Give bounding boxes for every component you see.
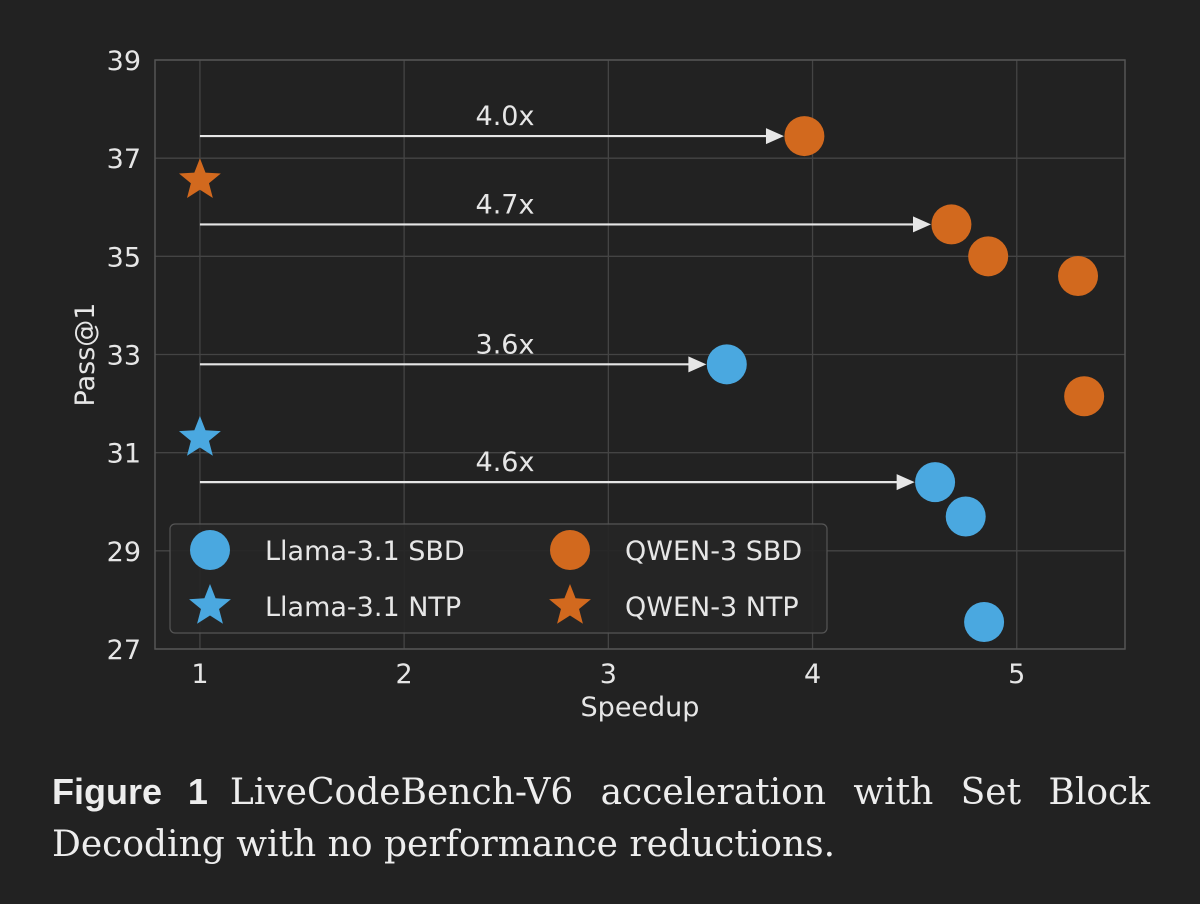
y-tick-label: 35	[107, 242, 141, 273]
x-axis-label: Speedup	[581, 692, 700, 723]
legend-label: QWEN-3 NTP	[625, 592, 799, 623]
speedup-label: 4.7x	[476, 189, 535, 220]
x-tick-label: 4	[804, 659, 821, 690]
circle-point	[1058, 255, 1099, 296]
speedup-arrowhead	[913, 216, 931, 233]
scatter-chart: 1 2 3 4 5 27 29 31 33 35 37 39 4.0x 4.7x 3.6x 4.6x Spe…	[70, 46, 1126, 723]
speedup-arrowhead	[688, 356, 707, 373]
circle-point	[964, 602, 1005, 643]
legend-star-marker	[549, 584, 591, 624]
circle-point	[945, 496, 986, 537]
legend-label: Llama-3.1 NTP	[265, 592, 461, 623]
speedup-label: 3.6x	[476, 329, 535, 360]
legend-star-marker	[189, 584, 231, 624]
speedup-annotations: 4.0x 4.7x 3.6x 4.6x	[199, 101, 931, 491]
speedup-arrowhead	[896, 474, 915, 491]
legend-circle-marker	[190, 530, 230, 570]
x-tick-label: 2	[396, 659, 413, 690]
x-tick-label: 3	[600, 659, 617, 690]
plot-frame	[154, 59, 1126, 650]
caption-text: LiveCodeBench-V6 acceleration with Set B…	[52, 772, 1150, 865]
legend: Llama-3.1 SBD QWEN-3 SBD Llama-3.1 NTP QWEN…	[169, 523, 828, 634]
legend-box	[169, 523, 828, 634]
y-tick-label: 33	[107, 341, 141, 372]
legend-label: Llama-3.1 SBD	[265, 536, 465, 567]
y-tick-label: 37	[107, 144, 141, 175]
star-point	[179, 158, 221, 199]
y-axis-label: Pass@1	[70, 303, 101, 407]
y-tick-label: 39	[107, 46, 141, 77]
data-points	[179, 116, 1105, 643]
y-tick-label: 27	[107, 635, 141, 666]
figure-caption: Figure 1 LiveCodeBench-V6 acceleration wi…	[52, 766, 1150, 871]
circle-point	[1064, 376, 1105, 417]
y-tick-label: 29	[107, 537, 141, 568]
legend-circle-marker	[550, 530, 590, 570]
circle-point	[931, 204, 972, 245]
legend-label: QWEN-3 SBD	[625, 536, 802, 567]
caption-title: Figure 1	[52, 771, 208, 812]
speedup-label: 4.0x	[476, 101, 535, 132]
speedup-arrowhead	[765, 128, 784, 145]
circle-point	[784, 116, 825, 157]
x-tick-label: 1	[191, 659, 208, 690]
y-tick-label: 31	[107, 439, 141, 470]
circle-point	[968, 236, 1009, 277]
circle-point	[706, 344, 747, 385]
star-point	[179, 415, 221, 456]
speedup-label: 4.6x	[476, 447, 535, 478]
axis-ticks: 1 2 3 4 5 27 29 31 33 35 37 39	[107, 46, 1026, 690]
x-tick-label: 5	[1008, 659, 1025, 690]
circle-point	[915, 462, 956, 503]
